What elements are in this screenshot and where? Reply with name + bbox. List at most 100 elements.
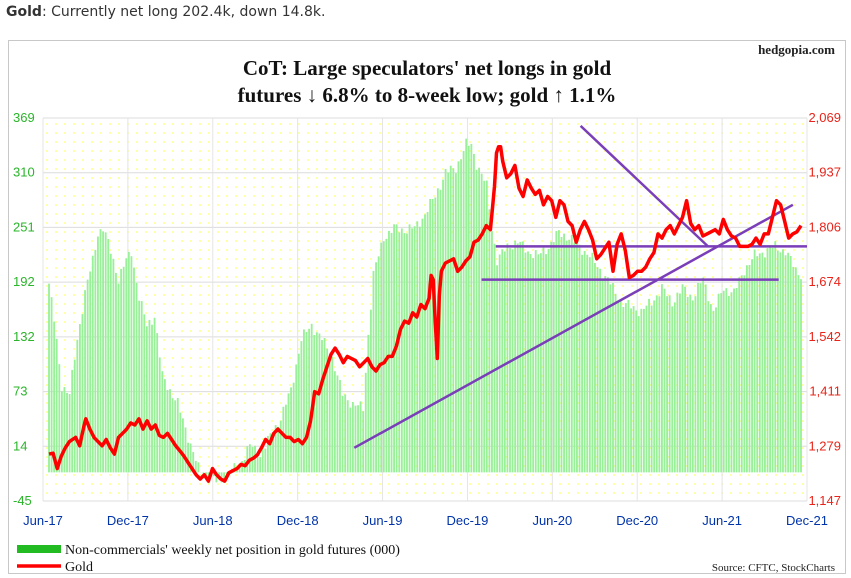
net-position-bar [297,353,300,473]
net-position-bars [48,138,802,484]
net-position-bar [300,341,303,473]
left-tick-label: 73 [13,384,27,399]
net-position-bar [421,218,424,473]
net-position-bar [694,296,697,473]
net-position-bar [475,169,478,473]
net-position-bar [351,401,354,473]
net-position-bar [380,242,383,473]
net-position-bar [619,301,622,473]
net-position-bar [357,405,359,473]
net-position-bar [323,338,326,473]
x-tick-label: Dec-17 [107,513,149,528]
net-position-bar [743,275,746,473]
net-position-bar [194,460,197,473]
net-position-bar [794,267,797,473]
net-position-bar [73,359,76,473]
net-position-bar [303,329,305,473]
net-position-bar [117,283,120,473]
net-position-bar [699,283,702,473]
net-position-bar [375,262,377,473]
net-position-bar [493,243,496,473]
net-position-bar [465,138,468,473]
net-position-bar [588,257,591,473]
trendline-falling-resistance [579,124,709,248]
net-position-bar [609,284,612,473]
net-position-bar [331,356,334,473]
net-position-bar [290,387,292,473]
net-position-bar [655,295,658,473]
right-tick-label: 1,542 [808,329,841,344]
net-position-bar [189,443,192,473]
right-tick-label: 1,806 [808,219,841,234]
net-position-bar [424,214,426,473]
right-tick-label: 2,069 [808,110,841,125]
net-position-bar [382,241,385,473]
net-position-bar [470,143,473,473]
net-position-bar [578,244,581,473]
left-tick-label: 310 [13,165,35,180]
net-position-bar [501,249,504,473]
net-position-bar [697,282,699,473]
net-position-bar [679,293,681,473]
net-position-bar [390,232,393,473]
net-position-bar [182,418,184,473]
net-position-bar [341,395,344,473]
net-position-bar [138,300,141,473]
net-position-bar [55,338,58,473]
net-position-bar [264,448,267,473]
net-position-bar [187,442,189,473]
net-position-bar [527,251,529,473]
x-tick-label: Dec-21 [786,513,828,528]
net-position-bar [738,277,741,473]
net-position-bar [491,231,493,473]
net-position-bar [349,407,352,473]
net-position-bar [480,173,483,473]
net-position-bar [751,259,753,473]
net-position-bar [568,239,571,473]
net-position-bar [552,242,555,473]
net-position-bar [776,250,779,473]
net-position-bar [197,462,200,473]
net-position-bar [789,255,792,473]
net-position-bar [321,340,323,473]
chart-title-line-2: futures ↓ 6.8% to 8-week low; gold ↑ 1.1… [238,83,617,107]
net-position-bar [145,326,148,473]
net-position-bar [120,268,123,473]
net-position-bar [684,286,687,473]
chart-frame: 369 310 251 192 132 73 14 -45 2,069 1,937 1,806 1,… [8,40,846,574]
net-position-bar [800,279,802,473]
net-position-bar [408,224,411,473]
net-position-bar [462,151,465,473]
net-position-bar [771,247,774,473]
net-position-bar [225,472,228,474]
net-position-bar [617,301,620,473]
net-position-bar [156,333,159,473]
net-position-bar [109,253,112,473]
net-position-bar [212,472,215,477]
net-position-bar [622,306,625,473]
net-position-bar [372,270,375,473]
net-position-bar [261,449,264,473]
legend-entry-bars: Non-commercials' weekly net position in … [65,543,400,558]
net-position-bar [604,276,607,473]
net-position-bar [676,292,679,473]
left-axis: 369 310 251 192 132 73 14 -45 [13,110,35,508]
net-position-bar [215,472,218,483]
net-position-bar [171,398,174,473]
net-position-bar [359,401,362,473]
net-position-bar [161,371,164,473]
legend-swatch-bars [17,545,61,553]
net-position-bar [488,209,491,473]
net-position-bar [591,252,594,473]
gold-cot-chart: 369 310 251 192 132 73 14 -45 2,069 1,937 1,806 1,… [13,42,841,573]
net-position-bar [565,240,568,473]
net-position-bar [782,249,784,473]
x-tick-label: Jun-20 [532,513,572,528]
net-position-bar [388,230,390,473]
net-position-bar [447,172,450,473]
net-position-bar [650,305,653,473]
net-position-bar [722,290,725,473]
net-position-bar [179,412,182,473]
net-position-bar [658,296,661,473]
net-position-bar [642,308,645,473]
